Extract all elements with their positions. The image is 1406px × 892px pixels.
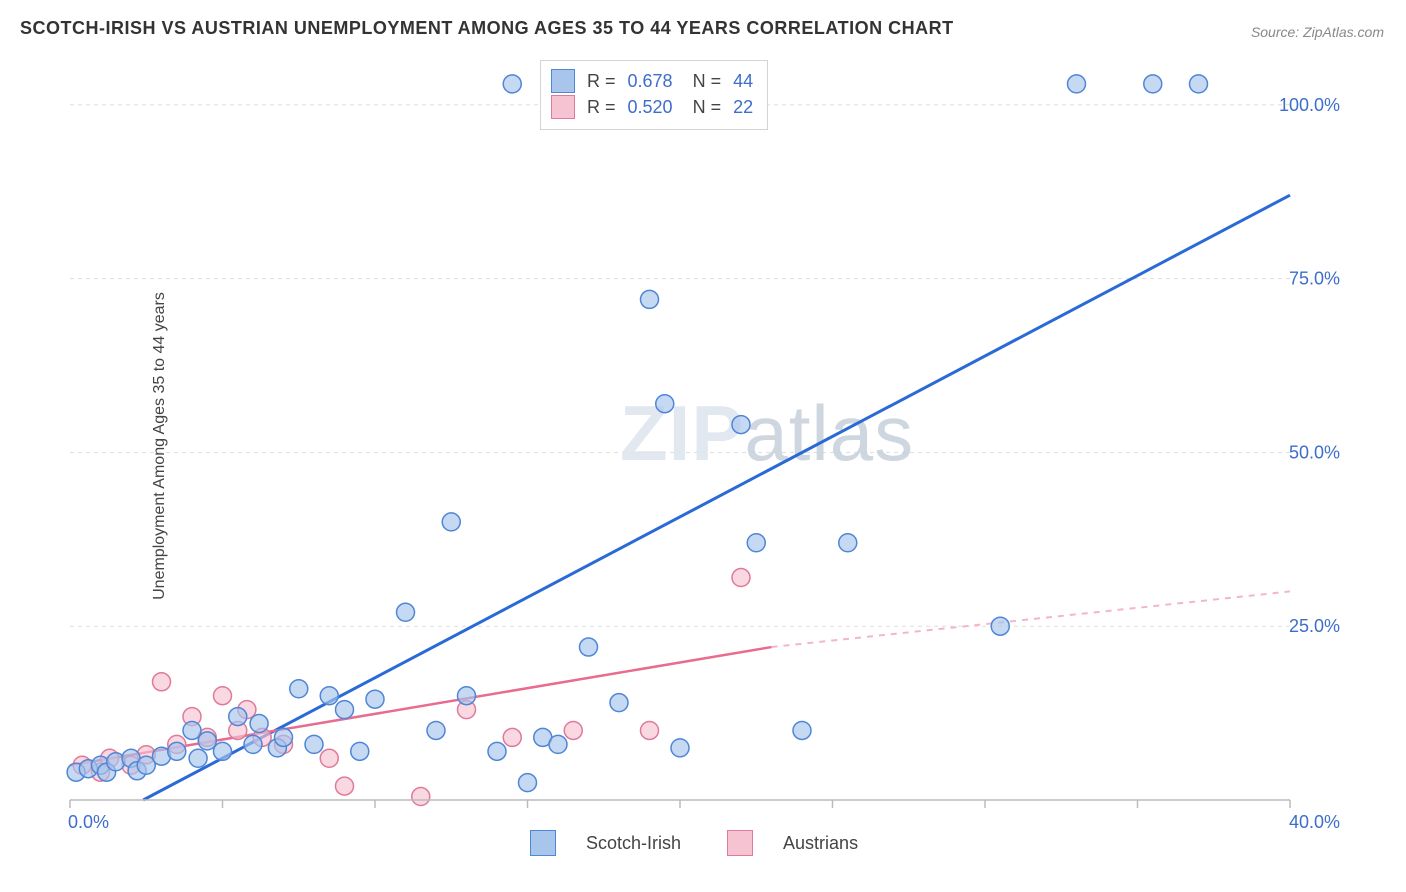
stat-n-label-2: N = xyxy=(693,97,722,118)
legend-label-scotch-irish: Scotch-Irish xyxy=(586,833,681,854)
chart-plot-area: 25.0%50.0%75.0%100.0%ZIPatlas0.0%40.0% R… xyxy=(60,60,1340,830)
swatch-pink-icon xyxy=(551,95,575,119)
swatch-blue-icon xyxy=(551,69,575,93)
series-legend: Scotch-Irish Austrians xyxy=(530,830,858,856)
svg-text:25.0%: 25.0% xyxy=(1289,616,1340,636)
stat-r-label: R = xyxy=(587,71,616,92)
stats-row-austrians: R = 0.520 N = 22 xyxy=(551,95,753,119)
legend-label-austrians: Austrians xyxy=(783,833,858,854)
stat-r-value-pink: 0.520 xyxy=(628,97,673,118)
source-attribution: Source: ZipAtlas.com xyxy=(1251,24,1384,40)
stat-r-label-2: R = xyxy=(587,97,616,118)
stat-n-value-pink: 22 xyxy=(733,97,753,118)
svg-text:100.0%: 100.0% xyxy=(1279,95,1340,115)
svg-text:75.0%: 75.0% xyxy=(1289,269,1340,289)
svg-text:0.0%: 0.0% xyxy=(68,812,109,830)
chart-title: SCOTCH-IRISH VS AUSTRIAN UNEMPLOYMENT AM… xyxy=(20,18,954,39)
stats-row-scotch-irish: R = 0.678 N = 44 xyxy=(551,69,753,93)
svg-text:40.0%: 40.0% xyxy=(1289,812,1340,830)
legend-swatch-blue-icon xyxy=(530,830,556,856)
stats-legend-box: R = 0.678 N = 44 R = 0.520 N = 22 xyxy=(540,60,768,130)
svg-text:50.0%: 50.0% xyxy=(1289,442,1340,462)
stat-n-value-blue: 44 xyxy=(733,71,753,92)
stat-n-label: N = xyxy=(693,71,722,92)
stat-r-value-blue: 0.678 xyxy=(628,71,673,92)
chart-svg: 25.0%50.0%75.0%100.0%ZIPatlas0.0%40.0% xyxy=(60,60,1340,830)
legend-swatch-pink-icon xyxy=(727,830,753,856)
